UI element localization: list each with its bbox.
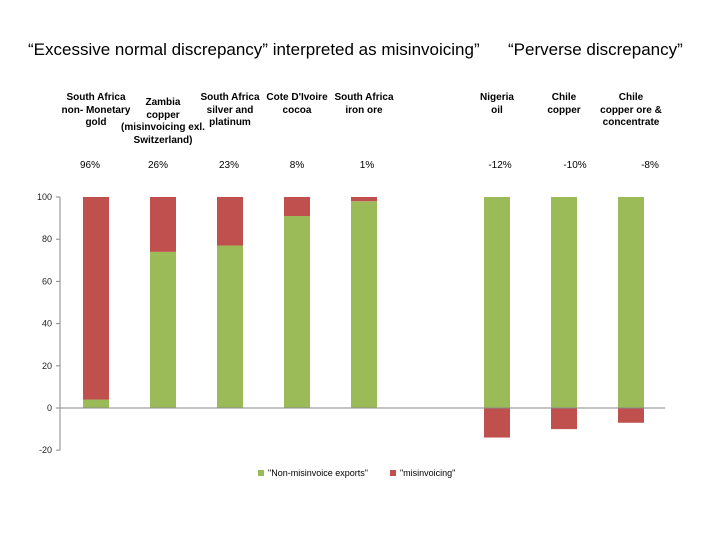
category-label: South Africa silver and platinum bbox=[180, 92, 280, 130]
category-label-line: Chile bbox=[618, 92, 644, 103]
y-tick-label: 20 bbox=[42, 361, 52, 371]
category-label-line: platinum bbox=[209, 117, 251, 128]
chart-legend: "Non-misinvoice exports" "misinvoicing" bbox=[258, 468, 477, 478]
category-label-line: cocoa bbox=[282, 104, 312, 116]
percent-label: 23% bbox=[218, 160, 239, 171]
y-tick-label: 100 bbox=[37, 192, 52, 202]
category-label: Zambia copper (misinvoicing exl. Switzerlan… bbox=[113, 97, 213, 147]
bar-non-misinvoice bbox=[150, 251, 176, 408]
category-label-line: concentrate bbox=[602, 117, 660, 128]
bar-non-misinvoice bbox=[351, 201, 377, 408]
category-label: Chile copper ore & concentrate bbox=[581, 92, 681, 130]
percent-label: -10% bbox=[563, 160, 587, 171]
category-label-line: copper bbox=[547, 104, 581, 116]
category-label: Nigeria oil bbox=[447, 92, 547, 117]
bar-misinvoicing bbox=[284, 197, 310, 216]
legend-swatch-green bbox=[258, 470, 264, 476]
bar-misinvoicing bbox=[150, 197, 176, 252]
percent-label: 26% bbox=[147, 160, 168, 171]
category-label-line: non- Monetary bbox=[61, 104, 131, 116]
category-label-line: gold bbox=[85, 117, 107, 128]
y-tick-label: 40 bbox=[42, 319, 52, 329]
percent-label: -8% bbox=[641, 160, 659, 171]
category-label-line: Cote D'Ivoire bbox=[266, 92, 328, 103]
bar-misinvoicing bbox=[618, 408, 644, 423]
y-tick-label: 0 bbox=[47, 403, 52, 413]
category-label-line: South Africa bbox=[334, 92, 394, 103]
y-tick-label: -20 bbox=[39, 445, 52, 455]
legend-item-non-misinvoice: "Non-misinvoice exports" bbox=[258, 468, 368, 478]
bar-misinvoicing bbox=[551, 408, 577, 430]
chart-title-left: “Excessive normal discrepancy” interpret… bbox=[28, 40, 480, 59]
bar-non-misinvoice bbox=[551, 197, 577, 408]
bar-non-misinvoice bbox=[217, 245, 243, 408]
y-tick-label: 80 bbox=[42, 234, 52, 244]
category-label: South Africa non- Monetary gold bbox=[46, 92, 146, 130]
percent-label: 1% bbox=[359, 160, 375, 171]
category-label-line: silver and bbox=[206, 104, 254, 116]
category-label-line: copper ore & bbox=[600, 104, 662, 116]
bar-misinvoicing bbox=[217, 197, 243, 246]
percent-label: 96% bbox=[79, 160, 100, 171]
chart-title-right: “Perverse discrepancy” bbox=[508, 40, 683, 59]
category-label-line: South Africa bbox=[66, 92, 126, 103]
percent-label: 8% bbox=[289, 160, 305, 171]
category-label-line: iron ore bbox=[345, 104, 383, 116]
category-label-line: Chile bbox=[551, 92, 577, 103]
legend-swatch-red bbox=[389, 470, 396, 476]
bar-misinvoicing bbox=[484, 408, 510, 438]
legend-label-non-misinvoice: "Non-misinvoice exports" bbox=[268, 468, 368, 478]
category-label-line: Zambia bbox=[145, 97, 181, 108]
category-label-line: copper bbox=[146, 109, 180, 121]
legend-label-misinvoicing: "misinvoicing" bbox=[399, 468, 456, 478]
category-label: Chile copper bbox=[514, 92, 614, 117]
y-tick-label: 60 bbox=[42, 276, 52, 286]
bar-misinvoicing bbox=[83, 197, 109, 400]
category-label: Cote D'Ivoire cocoa bbox=[247, 92, 347, 117]
category-label-line: (misinvoicing exl. bbox=[121, 122, 205, 133]
bar-non-misinvoice bbox=[284, 215, 310, 408]
category-label-line: Nigeria bbox=[480, 92, 514, 103]
category-label-line: South Africa bbox=[200, 92, 260, 103]
bar-non-misinvoice bbox=[484, 197, 510, 408]
category-label-line: oil bbox=[491, 104, 503, 116]
percent-label: -12% bbox=[488, 160, 512, 171]
legend-item-misinvoicing: "misinvoicing" bbox=[389, 468, 456, 478]
category-label: South Africa iron ore bbox=[314, 92, 414, 117]
bar-non-misinvoice bbox=[83, 399, 109, 408]
bar-non-misinvoice bbox=[618, 197, 644, 408]
bar-misinvoicing bbox=[351, 197, 377, 202]
category-label-line: Switzerland) bbox=[133, 134, 193, 146]
